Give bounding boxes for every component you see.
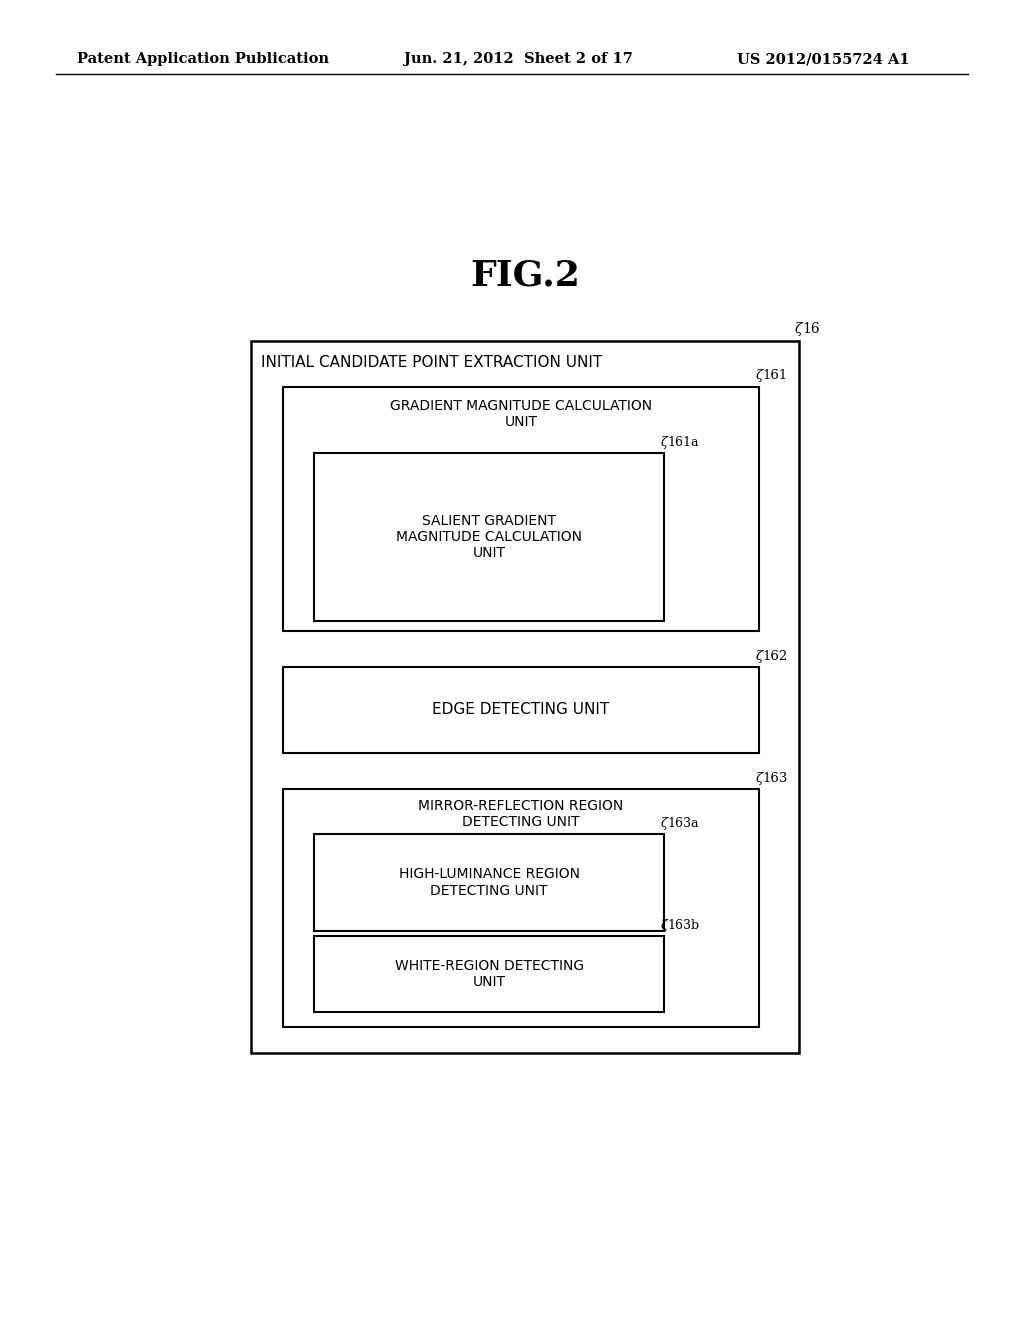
Text: WHITE-REGION DETECTING
UNIT: WHITE-REGION DETECTING UNIT xyxy=(394,958,584,989)
Text: 161: 161 xyxy=(763,370,788,381)
Text: ζ: ζ xyxy=(756,771,763,784)
Bar xyxy=(314,834,664,931)
Text: SALIENT GRADIENT
MAGNITUDE CALCULATION
UNIT: SALIENT GRADIENT MAGNITUDE CALCULATION U… xyxy=(396,513,582,560)
Text: EDGE DETECTING UNIT: EDGE DETECTING UNIT xyxy=(432,702,609,717)
Text: 163: 163 xyxy=(763,771,788,784)
Text: GRADIENT MAGNITUDE CALCULATION
UNIT: GRADIENT MAGNITUDE CALCULATION UNIT xyxy=(390,399,652,429)
Text: ζ: ζ xyxy=(795,322,803,337)
Bar xyxy=(314,936,664,1012)
Text: Jun. 21, 2012  Sheet 2 of 17: Jun. 21, 2012 Sheet 2 of 17 xyxy=(404,53,634,66)
Text: ζ: ζ xyxy=(756,370,763,381)
Bar xyxy=(283,788,759,1027)
Text: 163b: 163b xyxy=(668,919,699,932)
Bar xyxy=(251,342,799,1053)
Text: 163a: 163a xyxy=(668,817,699,830)
Text: ζ: ζ xyxy=(660,817,668,830)
Text: US 2012/0155724 A1: US 2012/0155724 A1 xyxy=(737,53,910,66)
Text: FIG.2: FIG.2 xyxy=(470,259,580,292)
Text: 16: 16 xyxy=(803,322,820,337)
Text: Patent Application Publication: Patent Application Publication xyxy=(77,53,329,66)
Text: HIGH-LUMINANCE REGION
DETECTING UNIT: HIGH-LUMINANCE REGION DETECTING UNIT xyxy=(398,867,580,898)
Bar xyxy=(314,453,664,620)
Text: 162: 162 xyxy=(763,649,788,663)
Text: MIRROR-REFLECTION REGION
DETECTING UNIT: MIRROR-REFLECTION REGION DETECTING UNIT xyxy=(418,799,624,829)
Bar xyxy=(283,667,759,752)
Text: 161a: 161a xyxy=(668,436,699,449)
Text: ζ: ζ xyxy=(660,919,668,932)
Text: INITIAL CANDIDATE POINT EXTRACTION UNIT: INITIAL CANDIDATE POINT EXTRACTION UNIT xyxy=(260,355,602,370)
Text: ζ: ζ xyxy=(660,436,668,449)
Bar xyxy=(283,387,759,631)
Text: ζ: ζ xyxy=(756,649,763,663)
